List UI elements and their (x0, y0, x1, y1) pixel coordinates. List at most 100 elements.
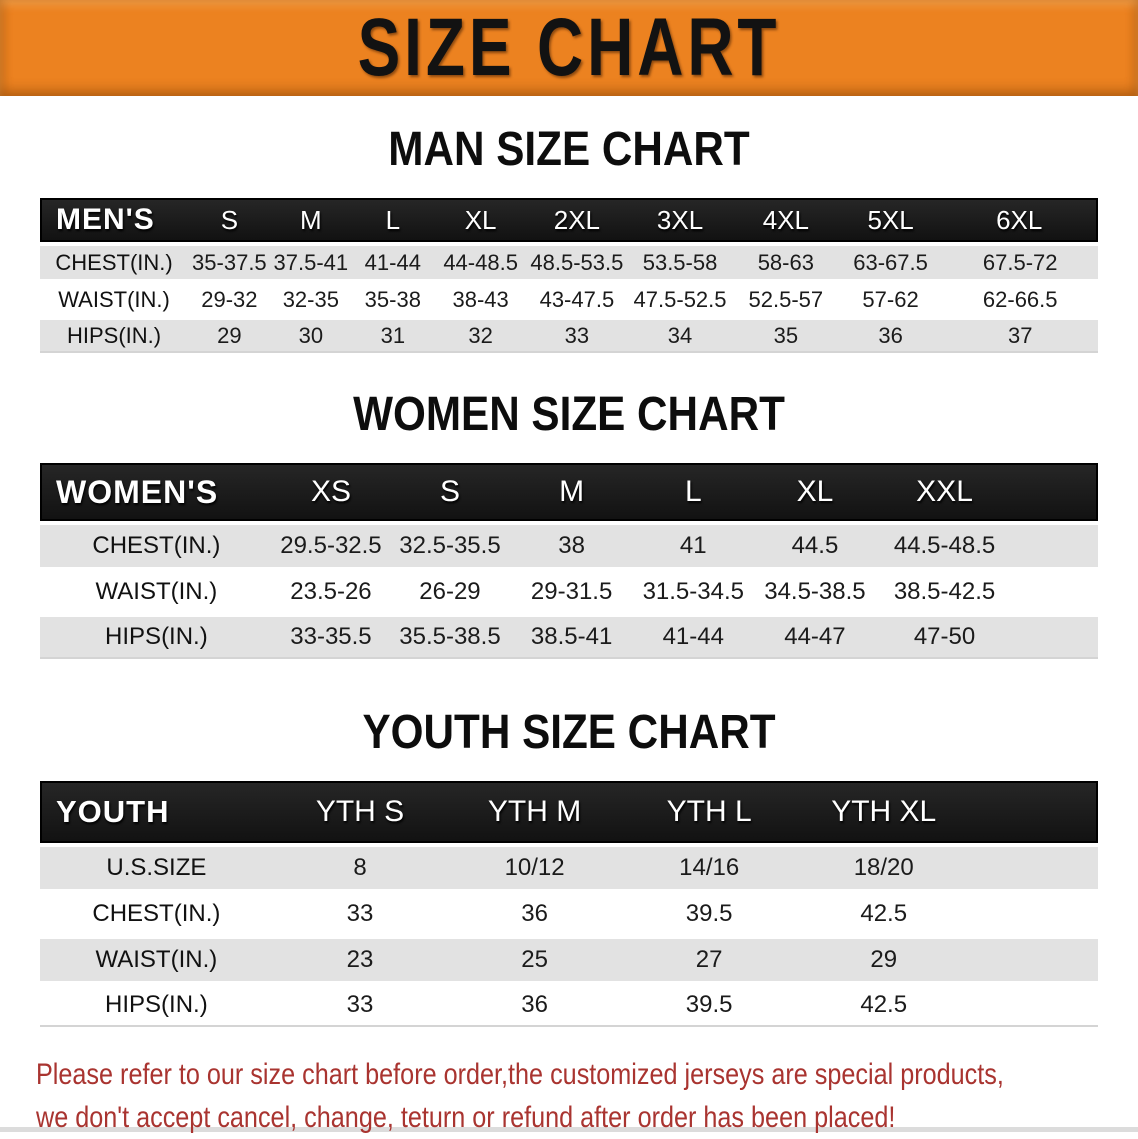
filler-cell (971, 889, 1098, 935)
size-value: 38.5-42.5 (875, 567, 1014, 613)
size-value: 32-35 (270, 279, 352, 316)
size-value: 33-35.5 (272, 613, 390, 659)
size-value: 31 (351, 316, 435, 353)
filler-cell (971, 843, 1098, 889)
table-row: HIPS(IN.) 33 36 39.5 42.5 (40, 981, 1098, 1027)
size-value: 57-62 (838, 279, 943, 316)
youth-table-body: U.S.SIZE 8 10/12 14/16 18/20 CHEST(IN.) 33 36 39… (40, 843, 1098, 1027)
measure-row-label: U.S.SIZE (40, 843, 273, 889)
size-value: 44-47 (754, 613, 876, 659)
size-value: 47-50 (875, 613, 1014, 659)
size-column-header: YTH XL (796, 781, 971, 843)
size-value: 29 (188, 316, 271, 353)
size-value: 25 (447, 935, 622, 981)
size-column-header: S (188, 198, 271, 242)
men-table-header-row: MEN'S S M L XL 2XL 3XL 4XL 5XL 6XL (40, 198, 1098, 242)
size-value: 41-44 (632, 613, 755, 659)
table-row: CHEST(IN.) 29.5-32.5 32.5-35.5 38 41 44.5 44.5… (40, 521, 1098, 567)
size-value: 30 (270, 316, 352, 353)
table-row: WAIST(IN.) 29-32 32-35 35-38 38-43 43-47.5 47.… (40, 279, 1098, 316)
size-value: 39.5 (621, 981, 797, 1027)
size-column-header: M (270, 198, 352, 242)
size-value: 23.5-26 (272, 567, 390, 613)
size-value: 44.5-48.5 (875, 521, 1014, 567)
size-column-header: 2XL (526, 198, 628, 242)
measure-row-label: HIPS(IN.) (40, 316, 189, 353)
women-section-title: WOMEN SIZE CHART (353, 388, 785, 441)
size-value: 29-31.5 (510, 567, 633, 613)
size-value: 26-29 (389, 567, 511, 613)
men-section: MAN SIZE CHART MEN'S S M L XL 2XL 3XL 4XL 5XL 6XL… (0, 126, 1138, 353)
filler-cell (1013, 567, 1098, 613)
size-column-header: 6XL (942, 198, 1098, 242)
size-value: 41-44 (351, 242, 435, 279)
size-value: 27 (621, 935, 797, 981)
size-value: 35-38 (351, 279, 435, 316)
filler-cell (1013, 613, 1098, 659)
table-row: WAIST(IN.) 23 25 27 29 (40, 935, 1098, 981)
size-value: 38 (510, 521, 633, 567)
size-value: 42.5 (796, 981, 971, 1027)
measure-row-label: WAIST(IN.) (40, 567, 273, 613)
table-row: CHEST(IN.) 35-37.5 37.5-41 41-44 44-48.5 48.5… (40, 242, 1098, 279)
table-row: HIPS(IN.) 29 30 31 32 33 34 35 36 37 (40, 316, 1098, 353)
size-column-header: 4XL (732, 198, 839, 242)
size-value: 23 (272, 935, 448, 981)
filler-header-cell (971, 781, 1098, 843)
disclaimer-line-2: we don't accept cancel, change, teturn o… (36, 1101, 896, 1134)
size-column-header: YTH L (621, 781, 797, 843)
women-size-table: WOMEN'S XS S M L XL XXL CHEST(IN.) 29.5-32.5 32.… (40, 463, 1098, 659)
size-column-header: XXL (875, 463, 1014, 521)
size-column-header: L (632, 463, 755, 521)
size-value: 58-63 (732, 242, 839, 279)
measure-row-label: CHEST(IN.) (40, 889, 273, 935)
size-value: 34 (627, 316, 733, 353)
table-row: HIPS(IN.) 33-35.5 35.5-38.5 38.5-41 41-44 44-… (40, 613, 1098, 659)
size-column-header: S (389, 463, 511, 521)
size-value: 33 (526, 316, 628, 353)
youth-size-table: YOUTH YTH S YTH M YTH L YTH XL U.S.SIZE 8 10/1… (40, 781, 1098, 1027)
size-column-header: L (351, 198, 435, 242)
youth-section: YOUTH SIZE CHART YOUTH YTH S YTH M YTH L YTH… (0, 709, 1138, 1027)
table-group-label: MEN'S (40, 198, 189, 242)
size-value: 35.5-38.5 (389, 613, 511, 659)
table-row: WAIST(IN.) 23.5-26 26-29 29-31.5 31.5-34.5 34… (40, 567, 1098, 613)
size-value: 44.5 (754, 521, 876, 567)
disclaimer-line-1: Please refer to our size chart before or… (36, 1058, 1004, 1091)
size-value: 43-47.5 (526, 279, 628, 316)
size-value: 53.5-58 (627, 242, 733, 279)
size-column-header: XL (754, 463, 876, 521)
size-value: 63-67.5 (838, 242, 943, 279)
size-value: 44-48.5 (434, 242, 527, 279)
women-table-body: CHEST(IN.) 29.5-32.5 32.5-35.5 38 41 44.5 44.5… (40, 521, 1098, 659)
size-value: 10/12 (447, 843, 622, 889)
table-group-label: YOUTH (40, 781, 273, 843)
size-value: 34.5-38.5 (754, 567, 876, 613)
size-value: 29-32 (188, 279, 271, 316)
measure-row-label: WAIST(IN.) (40, 279, 189, 316)
size-value: 47.5-52.5 (627, 279, 733, 316)
size-value: 32 (434, 316, 527, 353)
size-value: 37 (942, 316, 1098, 353)
size-column-header: YTH M (447, 781, 622, 843)
size-value: 8 (272, 843, 448, 889)
size-value: 29.5-32.5 (272, 521, 390, 567)
size-value: 32.5-35.5 (389, 521, 511, 567)
size-value: 48.5-53.5 (526, 242, 628, 279)
filler-cell (971, 981, 1098, 1027)
table-group-label: WOMEN'S (40, 463, 273, 521)
size-value: 35-37.5 (188, 242, 271, 279)
size-value: 35 (732, 316, 839, 353)
size-column-header: YTH S (272, 781, 448, 843)
measure-row-label: HIPS(IN.) (40, 613, 273, 659)
filler-cell (971, 935, 1098, 981)
filler-cell (1013, 521, 1098, 567)
size-value: 38.5-41 (510, 613, 633, 659)
youth-section-title: YOUTH SIZE CHART (362, 706, 776, 759)
size-value: 42.5 (796, 889, 971, 935)
size-value: 31.5-34.5 (632, 567, 755, 613)
measure-row-label: WAIST(IN.) (40, 935, 273, 981)
size-value: 33 (272, 889, 448, 935)
size-value: 52.5-57 (732, 279, 839, 316)
